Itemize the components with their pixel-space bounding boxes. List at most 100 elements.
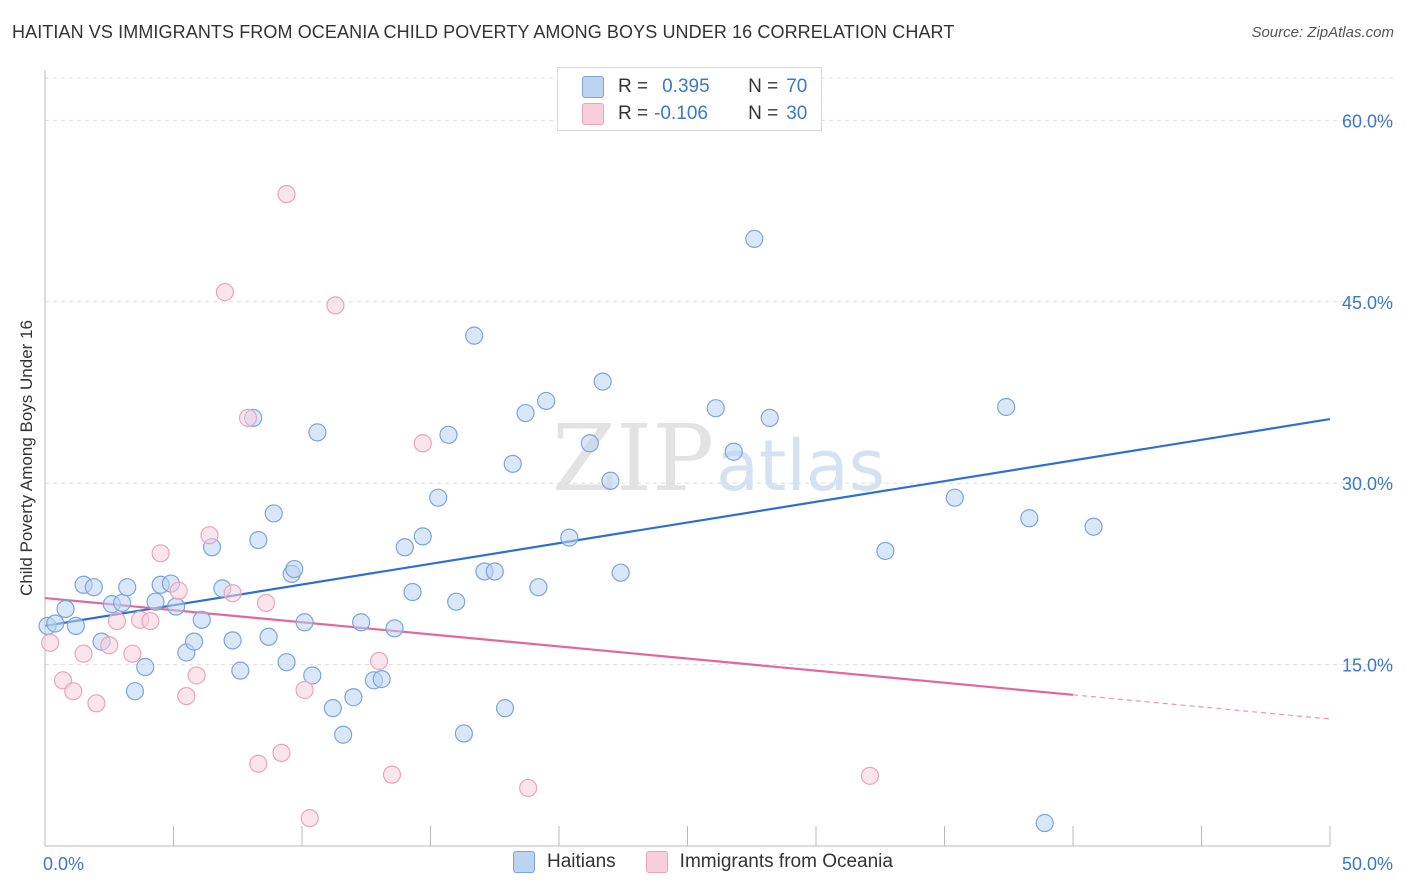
oceania-point (860, 766, 880, 785)
oceania-point (382, 765, 402, 784)
haitians-point (1035, 813, 1054, 833)
gridlines (45, 77, 1393, 666)
haitians-point (945, 488, 964, 507)
haitians-point (231, 661, 250, 680)
y-tick-label: 15.0% (1342, 656, 1393, 676)
legend-r-value: 0.395 (662, 76, 710, 97)
haitians-point (611, 563, 630, 582)
haitians-point (136, 657, 155, 677)
haitians-point (580, 434, 599, 453)
haitians-point (184, 632, 204, 651)
haitians-point (84, 578, 103, 597)
legend-swatch-haitians (582, 76, 604, 98)
oceania-point (64, 682, 83, 701)
oceania-point (177, 686, 196, 706)
haitians-point (146, 592, 165, 611)
haitians-point (1084, 517, 1103, 536)
data-points (38, 185, 1103, 833)
haitians-point (46, 614, 65, 633)
oceania-point (238, 408, 258, 427)
haitians-point (66, 616, 85, 635)
haitians-point (352, 613, 371, 632)
watermark-atlas: atlas (716, 425, 885, 507)
haitians-point (125, 682, 145, 701)
x-tick-label: 50.0% (1342, 854, 1393, 874)
haitians-point (323, 699, 342, 718)
haitians-point (529, 578, 548, 597)
oceania-point (123, 644, 142, 663)
haitians-point (192, 610, 211, 629)
haitians-point (760, 408, 779, 427)
legend-label-haitians: Haitians (547, 851, 616, 872)
legend-r-label: R = (618, 76, 649, 97)
haitians-point (344, 688, 363, 707)
oceania-point (141, 611, 160, 631)
x-tick-label: 0.0% (43, 854, 84, 874)
haitians-point (118, 578, 137, 597)
legend-n-label: N = (748, 103, 779, 124)
y-tick-label: 60.0% (1342, 111, 1393, 131)
legend-swatch-haitians (513, 851, 536, 873)
oceania-trend-line (44, 596, 1074, 696)
oceania-point (326, 296, 345, 315)
oceania-point (100, 636, 119, 655)
haitians-point (465, 326, 484, 345)
oceania-point (272, 743, 291, 762)
haitians-point (724, 442, 743, 461)
haitians-point (997, 397, 1016, 417)
haitians-point (706, 399, 725, 418)
correlation-legend: R = 0.395 N = 70 R = -0.106 N = 30 (557, 67, 822, 131)
legend-item-oceania: Immigrants from Oceania (645, 851, 893, 873)
oceania-point (413, 434, 432, 453)
oceania-point (256, 593, 276, 613)
legend-swatch-oceania (582, 103, 604, 125)
oceania-point (295, 680, 314, 700)
oceania-point (300, 809, 319, 828)
oceania-point (223, 584, 242, 603)
haitians-point (447, 592, 466, 611)
oceania-point (87, 694, 106, 713)
oceania-point (200, 526, 219, 545)
haitians-point (56, 599, 75, 619)
haitians-point (303, 666, 322, 685)
oceania-point (277, 185, 296, 204)
legend-swatch-oceania (645, 851, 668, 873)
haitians-trend-line (44, 418, 1331, 627)
y-axis-label: Child Poverty Among Boys Under 16 (17, 320, 36, 596)
y-tick-label: 30.0% (1342, 474, 1393, 494)
legend-r-label: R = (618, 103, 649, 124)
oceania-point (169, 581, 188, 600)
haitians-point (537, 391, 556, 411)
trend-lines (44, 418, 1331, 720)
watermark: ZIP atlas (552, 405, 885, 512)
axes (44, 70, 1331, 847)
haitians-point (454, 724, 474, 743)
x-tick-labels: 0.0% 50.0% (43, 854, 1393, 874)
legend-n-label: N = (748, 76, 779, 97)
legend-n-value: 30 (786, 103, 808, 124)
haitians-point (277, 653, 296, 672)
haitians-point (593, 372, 612, 391)
y-tick-labels: 15.0% 30.0% 45.0% 60.0% (1342, 111, 1393, 675)
haitians-point (439, 425, 458, 444)
haitians-point (372, 670, 391, 689)
oceania-point (74, 644, 93, 663)
haitians-point (429, 488, 448, 507)
chart-title: HAITIAN VS IMMIGRANTS FROM OCEANIA CHILD… (12, 22, 955, 42)
legend-label-oceania: Immigrants from Oceania (679, 851, 893, 872)
series-legend: Haitians Immigrants from Oceania (0, 851, 1406, 873)
oceania-point (187, 666, 206, 685)
haitians-point (166, 597, 186, 616)
haitians-point (503, 454, 522, 473)
haitians-point (112, 593, 132, 613)
oceania-point (151, 544, 170, 563)
watermark-zip: ZIP (552, 405, 714, 512)
legend-item-haitians: Haitians (513, 851, 616, 873)
haitians-point (495, 699, 515, 718)
legend-r-value: -0.106 (654, 103, 708, 124)
legend-row-haitians: R = 0.395 N = 70 (582, 76, 807, 98)
haitians-point (413, 527, 432, 546)
source-credit: Source: ZipAtlas.com (1251, 24, 1394, 41)
oceania-point (215, 283, 234, 302)
